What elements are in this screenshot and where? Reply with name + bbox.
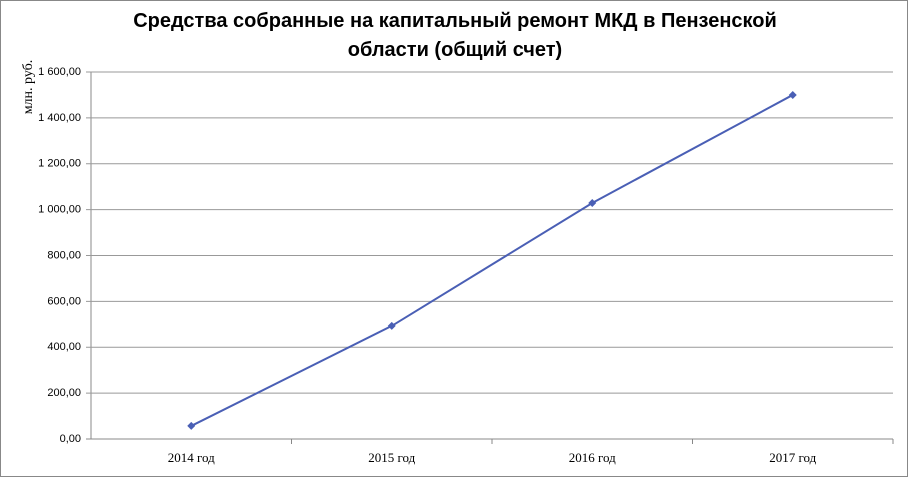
y-tick-label: 1 000,00 — [38, 204, 81, 216]
x-tick-label: 2016 год — [569, 450, 616, 465]
y-tick-label: 0,00 — [60, 433, 81, 445]
chart-title: Средства собранные на капитальный ремонт… — [133, 10, 777, 61]
marker — [788, 90, 797, 99]
marker — [588, 198, 597, 207]
x-tick-label: 2015 год — [368, 450, 415, 465]
y-tick-label: 1 600,00 — [38, 66, 81, 78]
y-axis-label: млн. руб. — [21, 60, 36, 115]
y-tick-label: 400,00 — [47, 341, 81, 353]
line — [190, 94, 794, 427]
y-tick-label: 600,00 — [47, 295, 81, 307]
x-tick-label: 2014 год — [168, 450, 215, 465]
y-tick-label: 1 200,00 — [38, 158, 81, 170]
x-tick-label: 2017 год — [769, 450, 816, 465]
y-tick-label: 200,00 — [47, 387, 81, 399]
y-tick-label: 1 400,00 — [38, 112, 81, 124]
y-tick-label: 800,00 — [47, 249, 81, 261]
marker — [187, 421, 196, 430]
marker — [387, 321, 396, 330]
